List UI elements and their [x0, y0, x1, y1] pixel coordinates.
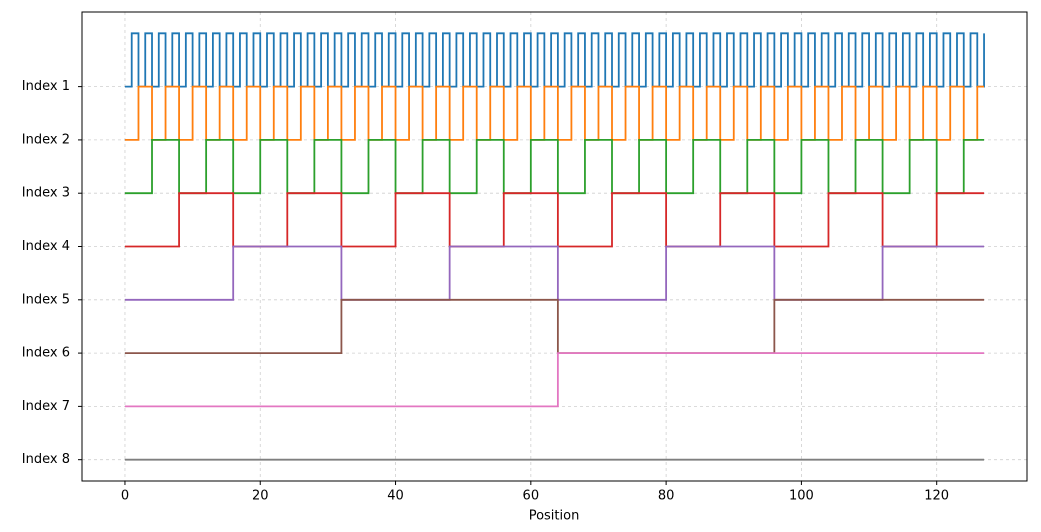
- y-tick-label: Index 7: [22, 399, 70, 414]
- x-tick-label: 100: [789, 489, 814, 504]
- step-line: [124, 352, 985, 408]
- y-tick-label: Index 2: [22, 132, 70, 147]
- step-line: [124, 85, 985, 141]
- y-tick-label: Index 5: [22, 292, 70, 307]
- step-line: [124, 192, 985, 248]
- y-tick-label: Index 3: [22, 186, 70, 201]
- x-tick-label: 20: [252, 489, 269, 504]
- x-tick-label: 60: [523, 489, 540, 504]
- step-line: [124, 139, 985, 195]
- step-line: [124, 245, 985, 301]
- step-line: [124, 32, 985, 88]
- x-tick-label: 120: [924, 489, 949, 504]
- step-line: [124, 298, 985, 354]
- x-tick-label: 40: [387, 489, 404, 504]
- x-tick-label: 0: [121, 489, 129, 504]
- y-tick-label: Index 8: [22, 452, 70, 467]
- x-axis-label: Position: [529, 509, 580, 524]
- y-tick-label: Index 4: [22, 239, 70, 254]
- plot-frame: [81, 11, 1028, 482]
- x-tick-label: 80: [658, 489, 675, 504]
- y-tick-label: Index 1: [22, 79, 70, 94]
- y-tick-label: Index 6: [22, 346, 70, 361]
